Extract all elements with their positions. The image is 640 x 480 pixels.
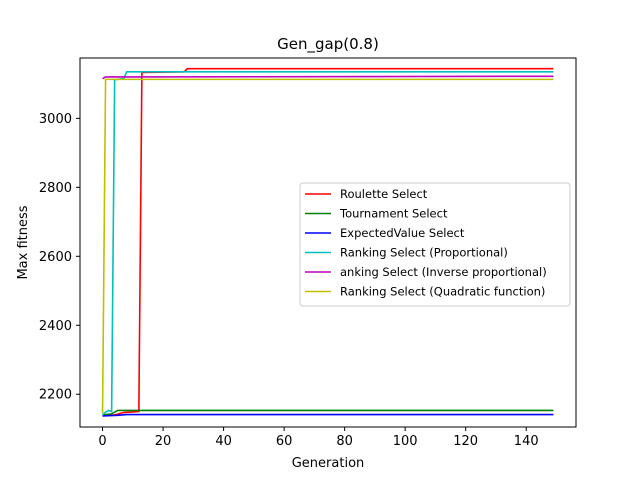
y-tick-label-2: 2600 xyxy=(39,250,72,265)
y-tick-label-1: 2400 xyxy=(39,319,72,334)
y-axis-label: Max fitness xyxy=(16,205,31,279)
y-tick-label-4: 3000 xyxy=(39,112,72,127)
legend-label-5: Ranking Select (Quadratic function) xyxy=(340,285,545,299)
legend-label-2: ExpectedValue Select xyxy=(340,226,465,240)
series-line-3 xyxy=(102,70,554,416)
legend: Roulette Select Tournament Select Expected… xyxy=(299,182,571,307)
plot-lines xyxy=(101,67,554,417)
x-axis-label: Generation xyxy=(292,456,365,471)
series-line-4 xyxy=(102,75,554,80)
x-tick-label-3: 60 xyxy=(276,434,293,449)
series-line-0 xyxy=(102,67,554,417)
series-line-1 xyxy=(102,409,554,416)
x-tick-label-5: 100 xyxy=(393,434,418,449)
x-tick-label-6: 120 xyxy=(453,434,478,449)
x-tick-label-0: 0 xyxy=(98,434,106,449)
legend-label-3: Ranking Select (Proportional) xyxy=(340,246,508,260)
legend-frame xyxy=(299,182,571,307)
legend-label-1: Tournament Select xyxy=(339,207,448,221)
plot-frame xyxy=(79,57,577,428)
series-line-5 xyxy=(101,78,554,414)
series-line-2 xyxy=(102,413,554,417)
y-tick-label-0: 2200 xyxy=(39,388,72,403)
x-tick-label-4: 80 xyxy=(336,434,353,449)
x-tick-label-2: 40 xyxy=(215,434,232,449)
chart-title: Gen_gap(0.8) xyxy=(277,35,379,54)
x-tick-label-7: 140 xyxy=(514,434,539,449)
x-axis: 0 20 40 60 80 100 120 140 xyxy=(98,427,539,449)
x-tick-label-1: 20 xyxy=(155,434,172,449)
y-axis: 2200 2400 2600 2800 3000 xyxy=(39,112,80,403)
legend-label-0: Roulette Select xyxy=(340,187,428,201)
y-tick-label-3: 2800 xyxy=(39,181,72,196)
legend-label-4: anking Select (Inverse proportional) xyxy=(340,265,547,279)
